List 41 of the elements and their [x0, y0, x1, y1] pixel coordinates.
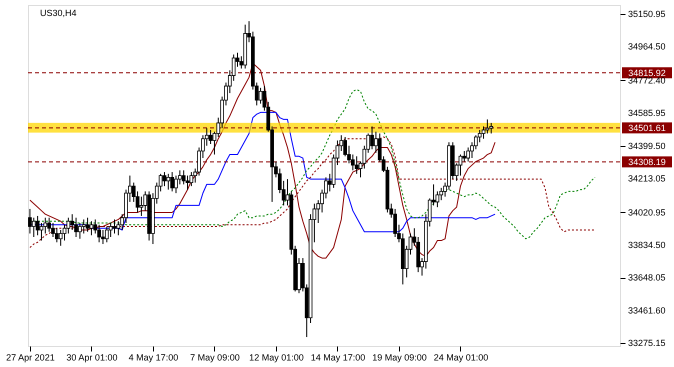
- candlestick: [190, 172, 194, 187]
- x-tick-label: 14 May 17:00: [310, 352, 366, 362]
- x-tick-label: 19 May 09:00: [372, 352, 427, 362]
- chart-title: US30,H4: [40, 8, 77, 18]
- y-tick-label: 34772.40: [628, 75, 666, 86]
- candlestick: [86, 217, 90, 232]
- candlestick: [32, 217, 36, 238]
- x-tick-label: 30 Apr 01:00: [66, 352, 118, 362]
- x-tick-label: 7 May 09:00: [190, 352, 240, 362]
- y-tick-label: 33648.05: [628, 272, 666, 283]
- y-tick-label: 33461.60: [628, 305, 666, 316]
- candlestick: [370, 126, 374, 150]
- candlestick: [258, 87, 262, 104]
- x-tick-label: 12 May 01:00: [249, 352, 304, 362]
- candlestick: [462, 150, 466, 162]
- x-tick-label: 24 May 01:00: [434, 352, 488, 362]
- candlestick: [166, 173, 170, 190]
- candlestick: [28, 208, 32, 234]
- candlestick: [104, 226, 109, 243]
- ref-line-label: 34308.19: [628, 156, 666, 167]
- y-tick-label: 33834.50: [628, 240, 666, 250]
- candlestick: [112, 218, 116, 234]
- y-tick-label: 35150.95: [628, 8, 666, 19]
- candlestick: [74, 217, 78, 238]
- candlestick: [489, 122, 494, 134]
- candlestick: [208, 129, 212, 144]
- candlestick: [354, 156, 359, 174]
- ref-line-label: 34501.61: [628, 122, 666, 133]
- candlestick: [78, 222, 82, 240]
- y-tick-label: 34399.50: [628, 140, 666, 151]
- candlestick: [162, 172, 166, 187]
- y-tick-label: 33275.15: [628, 338, 666, 348]
- candlestick: [170, 172, 174, 192]
- x-tick-label: 4 May 17:00: [128, 352, 178, 362]
- x-tick-label: 27 Apr 2021: [6, 352, 55, 362]
- candlestick: [90, 220, 94, 236]
- y-tick-label: 34585.95: [628, 108, 666, 118]
- ref-line-label: 34815.92: [628, 68, 666, 78]
- y-tick-label: 34213.05: [628, 174, 666, 184]
- y-tick-label: 34020.95: [628, 207, 666, 218]
- y-tick-label: 34964.50: [628, 42, 666, 52]
